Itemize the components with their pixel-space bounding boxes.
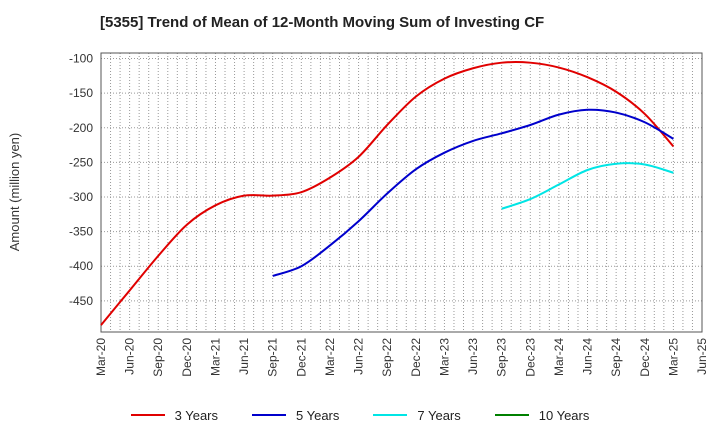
x-tick-label: Jun-22 [352, 338, 366, 375]
series-line-5-years [272, 108, 674, 277]
y-tick-label: -350 [69, 225, 93, 239]
x-tick-label: Jun-20 [123, 338, 137, 375]
axis-ticks: -100 -150 -200 -250 -300 -350 -400 -450 Mar-20 Ju… [69, 52, 709, 377]
legend-item-7-years: 7 Years [373, 404, 461, 426]
series-line-7-years [501, 162, 674, 210]
legend-item-10-years: 10 Years [494, 404, 590, 426]
legend-label: 5 Years [296, 407, 340, 423]
x-tick-label: Sep-24 [609, 338, 623, 377]
plot-background [101, 53, 702, 332]
legend-swatch [252, 414, 286, 416]
x-tick-label: Jun-21 [237, 338, 251, 375]
x-tick-label: Dec-21 [294, 338, 308, 377]
x-tick-label: Sep-23 [495, 338, 509, 377]
legend-swatch [130, 414, 165, 416]
x-tick-label: Mar-22 [323, 338, 337, 376]
legend-item-5-years: 5 Years [252, 404, 339, 426]
series-line-3-years [100, 61, 675, 326]
y-tick-label: -450 [69, 294, 93, 308]
x-tick-label: Jun-23 [466, 338, 480, 375]
legend: 3 Years 5 Years 7 Years 10 Years [0, 404, 720, 426]
x-tick-label: Sep-20 [151, 338, 165, 377]
plot-frame [100, 52, 703, 333]
legend-item-3-years: 3 Years [130, 404, 218, 426]
x-tick-label: Mar-21 [208, 338, 222, 376]
legend-swatch [373, 414, 408, 416]
x-tick-label: Dec-20 [180, 338, 194, 377]
y-tick-label: -100 [69, 52, 93, 66]
series-lines [100, 61, 675, 326]
x-tick-label: Dec-23 [523, 338, 537, 377]
legend-label: 10 Years [538, 407, 590, 423]
legend-swatch [494, 414, 529, 416]
y-tick-label: -200 [69, 121, 93, 135]
x-tick-label: Jun-24 [581, 338, 595, 375]
x-tick-label: Dec-22 [409, 338, 423, 377]
y-tick-label: -250 [69, 155, 93, 169]
x-tick-label: Jun-25 [695, 338, 709, 375]
x-tick-label: Dec-24 [638, 338, 652, 377]
x-tick-label: Mar-24 [552, 338, 566, 376]
x-tick-label: Mar-23 [437, 338, 451, 376]
chart-title: [5355] Trend of Mean of 12-Month Moving … [100, 14, 545, 31]
y-tick-label: -150 [69, 86, 93, 100]
y-axis-title: Amount (million yen) [7, 133, 22, 252]
x-tick-label: Sep-21 [266, 338, 280, 377]
y-tick-label: -400 [69, 259, 93, 273]
legend-label: 3 Years [174, 407, 218, 423]
grid [101, 53, 702, 332]
y-tick-label: -300 [69, 190, 93, 204]
x-tick-label: Sep-22 [380, 338, 394, 377]
legend-label: 7 Years [417, 407, 461, 423]
x-tick-label: Mar-25 [666, 338, 680, 376]
x-tick-label: Mar-20 [94, 338, 108, 376]
